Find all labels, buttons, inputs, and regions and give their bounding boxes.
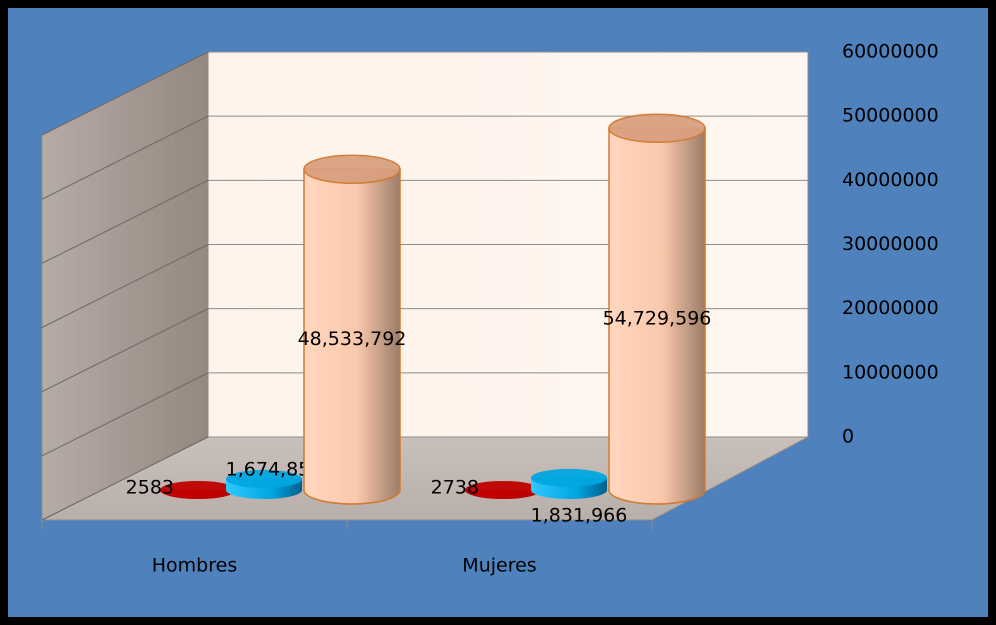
data-label: 1,674,855 [226,459,323,481]
y-tick-label: 0 [842,426,854,448]
grid-line [41,179,209,264]
data-label: 1,831,966 [531,505,628,527]
grid-line [41,372,209,457]
y-tick-label: 40000000 [842,169,939,191]
cylinder-top [465,480,541,499]
data-label: 54,729,596 [603,308,712,330]
grid-line [41,244,209,328]
data-label: 48,533,792 [298,328,407,350]
y-tick-label: 20000000 [842,297,939,319]
cylinder [303,168,401,505]
x-tick-label: Mujeres [462,555,536,577]
y-tick-label: 50000000 [842,105,939,127]
data-label: 2583 [126,477,174,499]
marks: 2583 1,674,855 48,533,792 2738 1,831,966 54,7… [126,113,712,527]
cylinder-top [226,469,302,488]
grid-line [41,115,209,200]
y-tick-label: 10000000 [842,361,939,383]
grid-line [41,51,209,136]
cylinder-top [160,480,236,499]
cylinder-top [608,113,706,144]
data-label: 2738 [431,477,479,499]
cylinder-top [303,154,401,184]
grid-line [41,308,209,393]
y-tick-label: 60000000 [842,41,939,63]
cylinder-top [531,468,607,487]
y-tick-label: 30000000 [842,233,939,255]
cylinder [608,127,706,505]
grid-line [41,436,209,521]
x-tick-label: Hombres [152,555,237,577]
